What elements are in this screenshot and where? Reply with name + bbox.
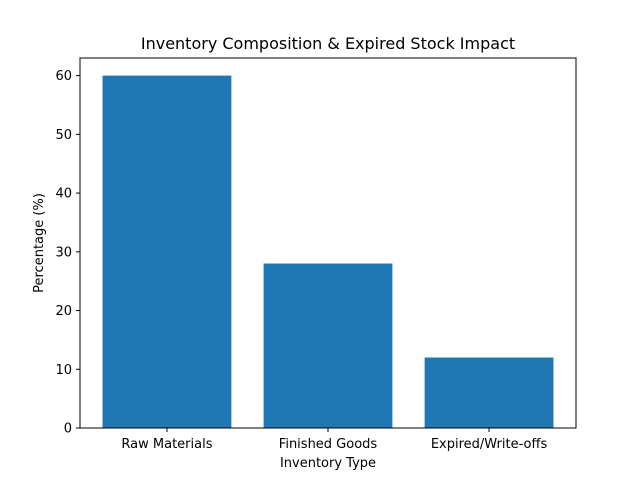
x-tick-label: Finished Goods: [279, 437, 378, 452]
y-axis-ticks: 0 10 20 30 40 50 60: [55, 69, 80, 437]
bar-expired-write-offs: [424, 357, 554, 428]
y-tick-label: 50: [55, 128, 72, 143]
bars-group: [102, 75, 554, 428]
x-axis-label: Inventory Type: [280, 456, 376, 471]
x-tick-label: Raw Materials: [121, 437, 212, 452]
bar-finished-goods: [263, 263, 393, 428]
x-axis-ticks: Raw Materials Finished Goods Expired/Write…: [121, 428, 547, 452]
y-tick-label: 10: [55, 363, 72, 378]
y-tick-label: 0: [64, 422, 72, 437]
x-tick-label: Expired/Write-offs: [431, 437, 548, 452]
y-tick-label: 30: [55, 245, 72, 260]
y-tick-label: 60: [55, 69, 72, 84]
y-tick-label: 40: [55, 187, 72, 202]
y-tick-label: 20: [55, 304, 72, 319]
chart-title: Inventory Composition & Expired Stock Im…: [141, 34, 515, 53]
bar-raw-materials: [102, 75, 232, 428]
y-axis-label: Percentage (%): [32, 193, 47, 293]
